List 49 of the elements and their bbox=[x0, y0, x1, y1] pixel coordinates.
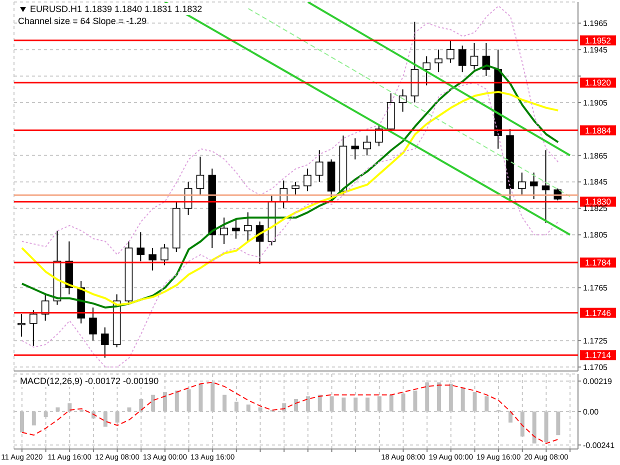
candlestick bbox=[470, 42, 478, 70]
y-tick-label: 1.1725 bbox=[583, 336, 608, 346]
candlestick bbox=[375, 124, 383, 147]
ref-line-label: 1.1920 bbox=[585, 78, 612, 88]
candlestick bbox=[136, 232, 145, 262]
y-tick-label: 1.1945 bbox=[583, 45, 608, 54]
candlestick bbox=[244, 212, 252, 242]
y-tick-label: 0.00219 bbox=[583, 376, 612, 386]
ref-line-label: 1.1746 bbox=[585, 308, 612, 318]
y-tick-label: 1.1865 bbox=[583, 151, 608, 160]
candlestick bbox=[292, 181, 300, 196]
candlestick bbox=[398, 88, 407, 112]
candlestick bbox=[351, 138, 360, 160]
candlestick bbox=[160, 244, 168, 266]
y-tick-label: 1.1965 bbox=[583, 19, 608, 28]
y-tick-label: 1.1705 bbox=[583, 362, 608, 372]
candlestick bbox=[101, 326, 109, 358]
y-tick-label: 0.00 bbox=[583, 407, 600, 416]
ref-line-label: 1.1952 bbox=[585, 35, 612, 46]
ref-line-label: 1.1784 bbox=[585, 258, 612, 268]
y-tick-label: 1.1765 bbox=[583, 284, 608, 293]
y-tick-label: -0.00241 bbox=[583, 440, 616, 450]
candlestick bbox=[530, 172, 538, 200]
candlestick bbox=[148, 248, 156, 271]
y-tick-label: 1.1845 bbox=[583, 178, 608, 187]
y-tick-label: 1.1905 bbox=[583, 98, 608, 108]
candlestick bbox=[220, 217, 228, 245]
y-tick-label: 1.1825 bbox=[583, 204, 608, 214]
candlestick bbox=[422, 56, 431, 86]
y-tick-label: 1.1805 bbox=[583, 230, 608, 240]
annotation: Channel size = 64 Slope = -1.29 bbox=[18, 15, 147, 27]
candlestick bbox=[434, 49, 442, 73]
ref-line-label: 1.1714 bbox=[585, 350, 612, 360]
candlestick bbox=[232, 218, 240, 240]
candlestick bbox=[304, 168, 312, 192]
candlestick bbox=[18, 314, 26, 338]
candlestick bbox=[518, 172, 526, 196]
candlestick bbox=[363, 135, 371, 156]
candlestick bbox=[315, 150, 324, 182]
line-series bbox=[21, 82, 559, 368]
candlestick bbox=[30, 310, 38, 346]
chart-title: EURUSD.H1 1.1839 1.1840 1.1831 1.1832 bbox=[30, 3, 202, 15]
candlestick bbox=[89, 307, 97, 342]
ref-line-label: 1.1884 bbox=[585, 125, 612, 136]
candlestick bbox=[446, 40, 454, 64]
candlestick bbox=[458, 45, 466, 73]
candlestick bbox=[542, 150, 550, 224]
chart-title: MACD(12,26,9) -0.00172 -0.00190 bbox=[20, 375, 159, 387]
candlestick bbox=[196, 156, 204, 196]
